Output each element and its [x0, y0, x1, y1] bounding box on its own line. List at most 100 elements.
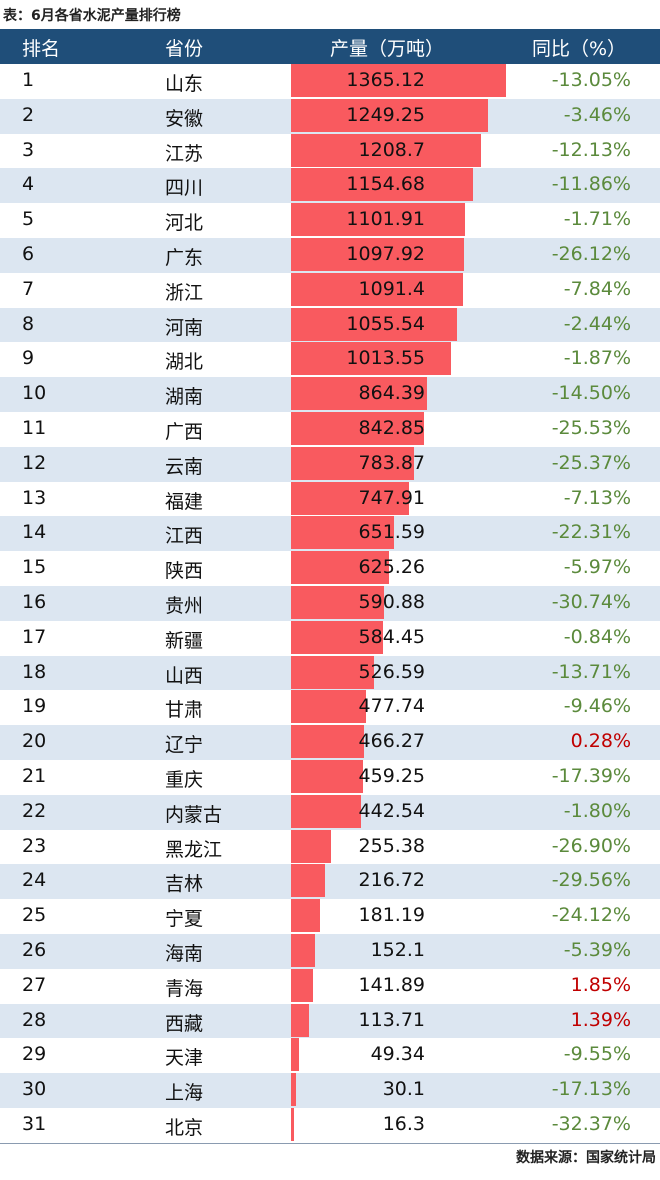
yoy-value: -1.71% [563, 208, 631, 231]
province-cell: 湖北 [165, 351, 204, 374]
production-value: 590.88 [358, 590, 425, 613]
production-bar [291, 690, 367, 724]
province-cell: 黑龙江 [165, 838, 223, 861]
production-bar [291, 446, 415, 480]
province-cell: 青海 [165, 977, 204, 1000]
table-row: 11 广西 842.85 -25.53% [0, 411, 660, 447]
production-bar [291, 585, 385, 619]
production-bar [291, 864, 326, 898]
province-cell: 辽宁 [165, 734, 204, 757]
yoy-value: -25.37% [551, 451, 631, 474]
production-bar [291, 203, 465, 237]
rank-cell: 31 [22, 1112, 47, 1135]
production-bar [291, 725, 365, 759]
production-bar [291, 655, 374, 689]
production-value: 477.74 [358, 695, 425, 718]
rank-cell: 11 [22, 416, 47, 439]
province-cell: 江西 [165, 525, 204, 548]
production-value: 216.72 [358, 869, 425, 892]
province-cell: 西藏 [165, 1012, 204, 1035]
table-row: 9 湖北 1013.55 -1.87% [0, 342, 660, 377]
rank-cell: 5 [22, 208, 35, 231]
table-row: 22 内蒙古 442.54 -1.80% [0, 794, 660, 830]
production-value: 16.3 [382, 1112, 425, 1135]
table-row: 2 安徽 1249.25 -3.46% [0, 98, 660, 134]
yoy-value: -13.05% [551, 69, 631, 91]
yoy-value: -25.53% [551, 416, 631, 439]
table-row: 17 新疆 584.45 -0.84% [0, 620, 660, 656]
province-cell: 河北 [165, 212, 204, 235]
table-title: 表：6月各省水泥产量排行榜 [3, 8, 181, 24]
table-row: 5 河北 1101.91 -1.71% [0, 203, 660, 238]
table-row: 23 黑龙江 255.38 -26.90% [0, 829, 660, 865]
header-rank: 排名 [22, 38, 61, 60]
yoy-value: -17.13% [551, 1078, 631, 1101]
yoy-value: 0.28% [570, 730, 631, 753]
yoy-value: -26.90% [551, 834, 631, 857]
production-bar [291, 133, 482, 167]
production-value: 442.54 [358, 799, 425, 822]
production-value: 1013.55 [346, 347, 425, 370]
yoy-value: -12.13% [551, 138, 631, 161]
rank-cell: 8 [22, 312, 35, 335]
header-production: 产量（万吨） [330, 38, 445, 60]
yoy-value: -29.56% [551, 869, 631, 892]
province-cell: 海南 [165, 942, 204, 965]
data-source: 数据来源：国家统计局 [516, 1150, 656, 1166]
production-bar [291, 481, 409, 515]
table-row: 4 四川 1154.68 -11.86% [0, 168, 660, 204]
table-row: 1 山东 1365.12 -13.05% [0, 64, 660, 99]
table-row: 16 贵州 590.88 -30.74% [0, 585, 660, 621]
rank-cell: 12 [22, 451, 47, 474]
province-cell: 云南 [165, 455, 204, 478]
production-bar [291, 794, 361, 828]
production-value: 526.59 [358, 660, 425, 683]
rank-cell: 7 [22, 277, 35, 300]
province-cell: 北京 [165, 1116, 204, 1139]
table-body: 1 山东 1365.12 -13.05% 2 安徽 1249.25 -3.46% 3 江苏 1208… [0, 64, 660, 1143]
province-cell: 浙江 [165, 281, 204, 304]
production-bar [291, 98, 488, 132]
rank-cell: 28 [22, 1008, 47, 1031]
rank-cell: 13 [22, 486, 47, 509]
production-bar [291, 411, 424, 445]
table-row: 25 宁夏 181.19 -24.12% [0, 899, 660, 934]
production-bar [291, 1038, 299, 1072]
table-row: 12 云南 783.87 -25.37% [0, 446, 660, 482]
yoy-value: -26.12% [551, 242, 631, 265]
production-value: 255.38 [358, 834, 425, 857]
production-value: 1091.4 [358, 277, 425, 300]
divider [0, 1143, 660, 1144]
rank-cell: 19 [22, 695, 47, 718]
header-province: 省份 [165, 38, 204, 60]
rank-cell: 24 [22, 869, 47, 892]
rank-cell: 27 [22, 973, 47, 996]
province-cell: 宁夏 [165, 908, 204, 931]
production-value: 30.1 [382, 1078, 425, 1101]
yoy-value: -3.46% [563, 103, 631, 126]
production-value: 747.91 [358, 486, 425, 509]
province-cell: 山东 [165, 73, 204, 95]
production-value: 1101.91 [346, 208, 425, 231]
province-cell: 安徽 [165, 107, 204, 130]
production-value: 1097.92 [346, 242, 425, 265]
production-bar [291, 933, 315, 967]
yoy-value: -5.39% [563, 938, 631, 961]
production-value: 1249.25 [346, 103, 425, 126]
production-bar [291, 342, 451, 376]
production-value: 842.85 [358, 416, 425, 439]
table-row: 20 辽宁 466.27 0.28% [0, 725, 660, 760]
yoy-value: -11.86% [551, 173, 631, 196]
province-cell: 山西 [165, 664, 204, 687]
table-row: 30 上海 30.1 -17.13% [0, 1073, 660, 1108]
rank-cell: 14 [22, 521, 47, 544]
table-row: 18 山西 526.59 -13.71% [0, 655, 660, 691]
production-value: 1208.7 [358, 138, 425, 161]
table-row: 7 浙江 1091.4 -7.84% [0, 272, 660, 308]
production-value: 113.71 [358, 1008, 425, 1031]
table-header: 排名 省份 产量（万吨） 同比（%） [0, 29, 660, 64]
province-cell: 广西 [165, 420, 204, 443]
production-value: 181.19 [358, 904, 425, 927]
yoy-value: -2.44% [563, 312, 631, 335]
production-bar [291, 620, 384, 654]
